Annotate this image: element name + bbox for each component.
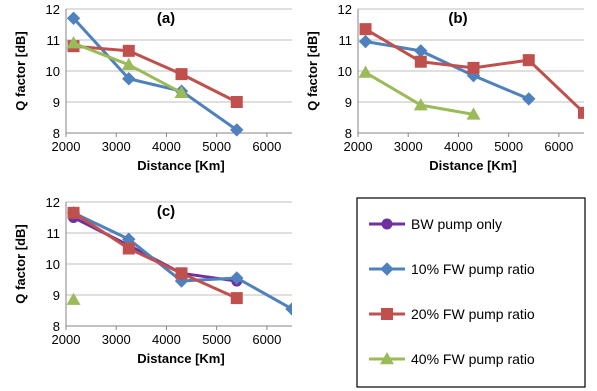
series-line-fw20 xyxy=(73,44,238,104)
data-point-fw40 xyxy=(413,98,428,111)
x-tick-label: 6000 xyxy=(252,139,281,154)
y-tick-label: 9 xyxy=(53,95,60,110)
x-tick-label: 2000 xyxy=(52,332,81,347)
y-tick-label: 8 xyxy=(53,126,60,141)
plot-area xyxy=(66,11,244,137)
data-point-fw20 xyxy=(578,106,584,119)
x-tick-label: 5000 xyxy=(494,139,523,154)
legend-marker xyxy=(380,262,394,276)
data-point-fw20 xyxy=(175,68,188,81)
series-line-fw20 xyxy=(72,211,238,300)
x-axis-title: Distance [Km] xyxy=(137,351,224,366)
x-tick-label: 5000 xyxy=(202,139,231,154)
y-tick-label: 12 xyxy=(46,2,60,17)
y-tick-label: 10 xyxy=(46,64,60,79)
legend-item-fw10: 10% FW pump ratio xyxy=(369,261,535,277)
data-point-fw10 xyxy=(414,44,428,58)
data-point-fw10 xyxy=(66,11,81,26)
y-tick-label: 8 xyxy=(53,319,60,334)
data-point-fw40 xyxy=(66,292,81,305)
y-axis-title: Q factor [dB] xyxy=(13,31,28,110)
legend-marker xyxy=(381,218,393,230)
series-line-fw10 xyxy=(365,40,530,101)
data-point-fw40 xyxy=(174,85,189,98)
data-point-fw10 xyxy=(230,271,244,285)
x-axis-title: Distance [Km] xyxy=(137,158,224,173)
x-tick-label: 4000 xyxy=(444,139,473,154)
data-point-fw10 xyxy=(522,92,536,106)
y-tick-label: 11 xyxy=(47,226,61,241)
data-point-fw20 xyxy=(175,267,188,280)
legend: BW pump only 10% FW pump ratio 20% FW pump… xyxy=(356,197,586,388)
y-tick-label: 11 xyxy=(47,33,61,48)
data-point-fw10 xyxy=(358,34,373,49)
y-tick-label: 12 xyxy=(46,195,60,210)
plot-area xyxy=(66,206,292,316)
panel-label: (c) xyxy=(157,203,175,220)
data-point-fw20 xyxy=(414,55,427,68)
legend-item-fw20: 20% FW pump ratio xyxy=(369,306,535,322)
chart-panel-2: 8 9 10 11 12 2000 3000 4000 5000 6000 Distance [Km… xyxy=(305,2,584,173)
data-point-fw40 xyxy=(121,57,136,71)
x-tick-label: 2000 xyxy=(52,139,81,154)
legend-marker xyxy=(380,352,394,365)
legend-label: 20% FW pump ratio xyxy=(411,306,535,322)
x-tick-label: 3000 xyxy=(394,139,423,154)
data-point-fw40 xyxy=(466,107,481,120)
data-point-fw40 xyxy=(358,65,373,78)
legend-label: BW pump only xyxy=(411,216,502,232)
x-axis-title: Distance [Km] xyxy=(429,158,516,173)
y-tick-label: 10 xyxy=(338,64,352,79)
legend-marker xyxy=(381,308,393,320)
data-point-fw20 xyxy=(359,23,372,36)
y-tick-label: 10 xyxy=(46,257,60,272)
data-point-fw20 xyxy=(230,96,243,108)
y-tick-label: 8 xyxy=(345,126,352,141)
data-point-fw20 xyxy=(522,54,535,67)
data-point-fw20 xyxy=(67,206,80,219)
y-tick-label: 9 xyxy=(345,95,352,110)
legend-label: 10% FW pump ratio xyxy=(411,261,535,277)
data-point-fw10 xyxy=(230,123,244,137)
x-tick-label: 5000 xyxy=(202,332,231,347)
x-tick-label: 6000 xyxy=(252,332,281,347)
data-point-fw20 xyxy=(122,44,135,57)
panel-label: (a) xyxy=(157,10,175,27)
data-point-fw20 xyxy=(122,242,135,255)
y-axis-title: Q factor [dB] xyxy=(305,31,320,110)
x-tick-label: 3000 xyxy=(102,139,131,154)
data-point-fw10 xyxy=(122,72,136,86)
y-tick-label: 11 xyxy=(339,33,353,48)
legend-item-fw40: 40% FW pump ratio xyxy=(369,351,535,367)
y-axis-title: Q factor [dB] xyxy=(13,224,28,303)
y-tick-label: 9 xyxy=(53,288,60,303)
x-tick-label: 3000 xyxy=(102,332,131,347)
data-point-fw10 xyxy=(285,302,292,316)
data-point-fw20 xyxy=(467,61,480,74)
data-point-fw40 xyxy=(66,36,81,49)
legend-box xyxy=(356,197,586,388)
y-tick-label: 12 xyxy=(338,2,352,17)
chart-panel-3: 8 9 10 11 12 2000 3000 4000 5000 6000 Distance [Km… xyxy=(13,195,292,366)
data-point-fw20 xyxy=(230,292,243,305)
x-tick-label: 2000 xyxy=(344,139,373,154)
panel-label: (b) xyxy=(448,10,467,27)
legend-item-bw: BW pump only xyxy=(369,216,502,232)
chart-panel-1: 8 9 10 11 12 2000 3000 4000 5000 6000 Distance [Km… xyxy=(13,2,292,173)
x-tick-label: 6000 xyxy=(544,139,573,154)
legend-label: 40% FW pump ratio xyxy=(411,351,535,367)
x-tick-label: 4000 xyxy=(152,139,181,154)
x-tick-label: 4000 xyxy=(152,332,181,347)
series-line-fw10 xyxy=(72,17,238,132)
plot-area xyxy=(358,23,584,120)
